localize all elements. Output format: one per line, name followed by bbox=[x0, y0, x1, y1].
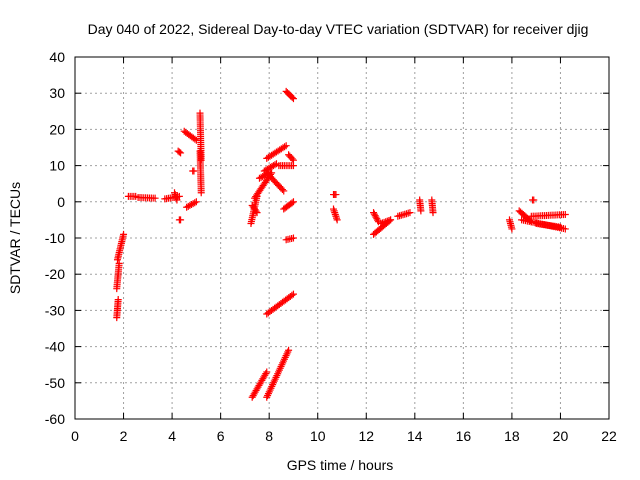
data-point bbox=[289, 156, 297, 164]
data-point bbox=[373, 215, 381, 223]
data-point bbox=[114, 296, 122, 304]
y-tick-label: 10 bbox=[49, 158, 65, 174]
data-point bbox=[556, 223, 564, 231]
y-tick-label: 30 bbox=[49, 85, 65, 101]
data-point bbox=[190, 167, 198, 175]
data-point bbox=[262, 370, 270, 378]
x-tick-label: 6 bbox=[217, 428, 225, 444]
data-point bbox=[382, 218, 390, 226]
data-point bbox=[370, 210, 378, 218]
data-point bbox=[378, 219, 386, 227]
data-point bbox=[380, 218, 388, 226]
y-tick-label: -30 bbox=[45, 302, 65, 318]
data-point bbox=[252, 207, 260, 215]
data-point bbox=[191, 199, 199, 207]
y-tick-label: -20 bbox=[45, 266, 65, 282]
y-tick-label: -40 bbox=[45, 339, 65, 355]
y-tick-label: -60 bbox=[45, 411, 65, 427]
chart-title: Day 040 of 2022, Sidereal Day-to-day VTE… bbox=[88, 21, 589, 37]
x-axis-label: GPS time / hours bbox=[287, 457, 394, 473]
data-point bbox=[282, 142, 290, 150]
data-point bbox=[383, 217, 391, 225]
x-tick-label: 2 bbox=[120, 428, 128, 444]
data-point bbox=[192, 198, 200, 206]
data-point bbox=[333, 216, 341, 224]
tick-layer bbox=[74, 56, 610, 420]
data-point bbox=[253, 209, 261, 217]
data-point bbox=[561, 225, 569, 233]
data-point bbox=[197, 189, 205, 197]
data-point bbox=[173, 196, 181, 204]
data-point bbox=[288, 155, 296, 163]
data-point bbox=[177, 149, 185, 157]
y-axis-label: SDTVAR / TECUs bbox=[7, 182, 23, 294]
data-point bbox=[377, 220, 385, 228]
data-point bbox=[561, 210, 569, 218]
y-tick-labels: -60 -50 -40 -30 -20 -10 0 10 20 30 40 bbox=[45, 49, 65, 427]
data-point bbox=[289, 198, 297, 206]
data-point bbox=[288, 199, 296, 207]
data-point bbox=[175, 148, 183, 156]
data-point bbox=[281, 143, 289, 151]
y-tick-label: -50 bbox=[45, 375, 65, 391]
x-tick-label: 12 bbox=[358, 428, 374, 444]
x-tick-label: 22 bbox=[601, 428, 617, 444]
x-tick-label: 14 bbox=[407, 428, 423, 444]
x-tick-label: 10 bbox=[310, 428, 326, 444]
data-point bbox=[508, 225, 516, 233]
data-point bbox=[285, 346, 293, 354]
x-tick-label: 8 bbox=[265, 428, 273, 444]
data-point bbox=[280, 187, 288, 195]
data-point bbox=[177, 216, 185, 224]
grid-layer bbox=[75, 57, 609, 419]
data-point bbox=[288, 291, 296, 299]
data-point bbox=[406, 209, 414, 217]
x-tick-label: 18 bbox=[504, 428, 520, 444]
data-point bbox=[387, 216, 395, 224]
data-point bbox=[289, 234, 297, 242]
y-tick-label: 0 bbox=[57, 194, 65, 210]
x-tick-label: 16 bbox=[456, 428, 472, 444]
data-point bbox=[271, 161, 279, 169]
x-tick-label: 4 bbox=[168, 428, 176, 444]
x-tick-label: 20 bbox=[553, 428, 569, 444]
data-point bbox=[332, 191, 340, 199]
x-tick-labels: 0 2 4 6 8 10 12 14 16 18 20 22 bbox=[71, 428, 617, 444]
data-point bbox=[370, 209, 378, 217]
data-point bbox=[120, 230, 128, 238]
y-tick-label: 20 bbox=[49, 121, 65, 137]
data-point bbox=[288, 93, 296, 101]
data-point bbox=[429, 209, 437, 217]
data-point bbox=[374, 216, 382, 224]
data-point bbox=[151, 194, 159, 202]
data-point bbox=[372, 213, 380, 221]
y-tick-label: 40 bbox=[49, 49, 65, 65]
data-point bbox=[115, 259, 123, 267]
data-points bbox=[113, 87, 569, 401]
data-point bbox=[263, 368, 271, 376]
data-point bbox=[371, 212, 379, 220]
data-point bbox=[385, 217, 393, 225]
data-point bbox=[417, 207, 425, 215]
data-point bbox=[289, 95, 297, 103]
data-point bbox=[289, 290, 297, 298]
x-tick-label: 0 bbox=[71, 428, 79, 444]
data-point bbox=[530, 196, 538, 204]
y-tick-label: -10 bbox=[45, 230, 65, 246]
data-point bbox=[278, 186, 286, 194]
